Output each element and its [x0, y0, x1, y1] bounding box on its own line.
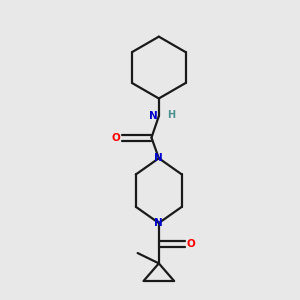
Text: N: N: [154, 218, 163, 228]
Text: O: O: [187, 239, 196, 249]
Text: N: N: [154, 153, 163, 163]
Text: N: N: [149, 111, 158, 121]
Text: O: O: [112, 133, 121, 142]
Text: H: H: [167, 110, 175, 120]
